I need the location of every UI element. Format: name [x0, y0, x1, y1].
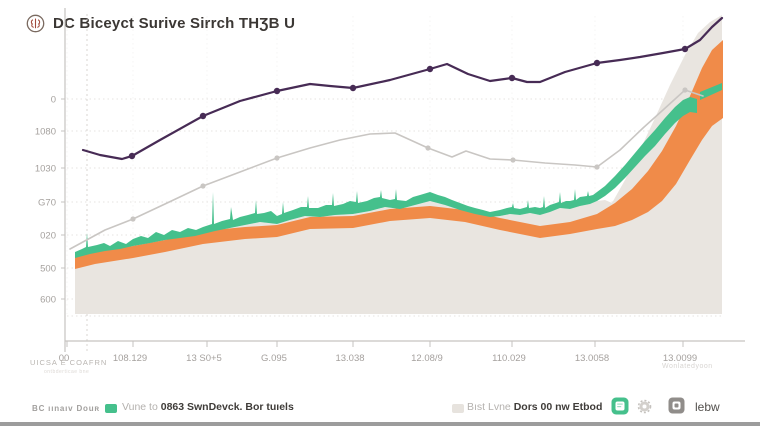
- y-tick-label: G70: [38, 198, 56, 209]
- series-green-stripe-top-right: [700, 83, 722, 100]
- title-row: DC Biceyct Surive Sirrch THƷB U: [26, 14, 295, 33]
- series-purple-line: [81, 16, 724, 161]
- x-tick-label: G.095: [261, 353, 287, 364]
- legend-row: BC ıınaıv Douʀ Vune to 0863 SwnDevck. Bo…: [0, 396, 760, 420]
- chart-canvas: 0 1080 1030 G70 020 500 600 00 108.129 13 S0+5 G.0…: [35, 8, 745, 364]
- y-tick-label: 020: [40, 231, 56, 242]
- x-tick-label: 12.08/9: [411, 353, 443, 364]
- window-bottom-edge: [0, 422, 760, 426]
- axis-footnote: UICSA E COAFRN: [30, 358, 108, 367]
- x-tick-label: 13.0099: [663, 353, 697, 364]
- gray-line-marker: [510, 157, 516, 163]
- x-tick-label: 108.129: [113, 353, 147, 364]
- x-tick-label: 00: [59, 353, 70, 364]
- legend-left-label: BC ıınaıv Douʀ: [32, 404, 100, 413]
- series-green-band: [75, 97, 697, 258]
- lebw-link[interactable]: lebw: [695, 400, 720, 414]
- series-gray-line: [69, 89, 704, 250]
- page-title: DC Biceyct Surive Sirrch THƷB U: [53, 15, 296, 32]
- axis-footnote-sub: ontbderticae bne: [44, 369, 90, 375]
- legend-item-beige[interactable]: Bıst Lvne Dors 00 nw Etbod: [467, 401, 602, 413]
- legend-item-green-label: 0863 SwnDevck. Bor tuıels: [160, 401, 294, 413]
- purple-line-marker: [199, 112, 207, 120]
- watermark-text: Wonlatedyoon: [662, 363, 713, 370]
- y-tick-label: 0: [51, 95, 56, 106]
- brain-badge-icon: [26, 14, 45, 33]
- legend-item-green-prefix: Vune to: [122, 401, 158, 413]
- gray-line-marker: [200, 183, 206, 189]
- purple-line-marker: [426, 65, 434, 73]
- purple-line-marker: [349, 84, 357, 92]
- y-tick-label: 600: [40, 295, 56, 306]
- y-tick-label: 1080: [35, 127, 56, 138]
- y-tick-label: 500: [40, 264, 56, 275]
- stop-square-icon[interactable]: [668, 397, 685, 414]
- gray-line-marker: [425, 145, 431, 151]
- chat-app-icon[interactable]: [611, 397, 629, 415]
- legend-swatch-beige: [452, 404, 464, 413]
- gray-line-marker: [130, 216, 136, 222]
- purple-line-marker: [681, 45, 689, 53]
- purple-line-marker: [128, 152, 136, 160]
- legend-item-beige-prefix: Bıst Lvne: [467, 401, 511, 413]
- x-tick-label: 13.038: [335, 353, 364, 364]
- gear-icon[interactable]: [637, 399, 652, 414]
- series-orange-band: [75, 40, 723, 269]
- legend-item-beige-label: Dors 00 nw Etbod: [513, 401, 603, 413]
- purple-line-marker: [593, 59, 601, 67]
- gray-line-marker: [594, 164, 600, 170]
- x-tick-label: 13.0058: [575, 353, 609, 364]
- purple-line-marker: [273, 87, 281, 95]
- purple-line-marker: [508, 74, 516, 82]
- x-tick-label: 110.029: [492, 353, 526, 364]
- legend-item-green[interactable]: Vune to 0863 SwnDevck. Bor tuıels: [122, 401, 294, 413]
- gray-line-marker: [682, 87, 688, 93]
- x-tick-label: 13 S0+5: [186, 353, 222, 364]
- legend-swatch-green: [105, 404, 117, 413]
- gray-line-marker: [274, 155, 280, 161]
- y-tick-label: 1030: [35, 164, 56, 175]
